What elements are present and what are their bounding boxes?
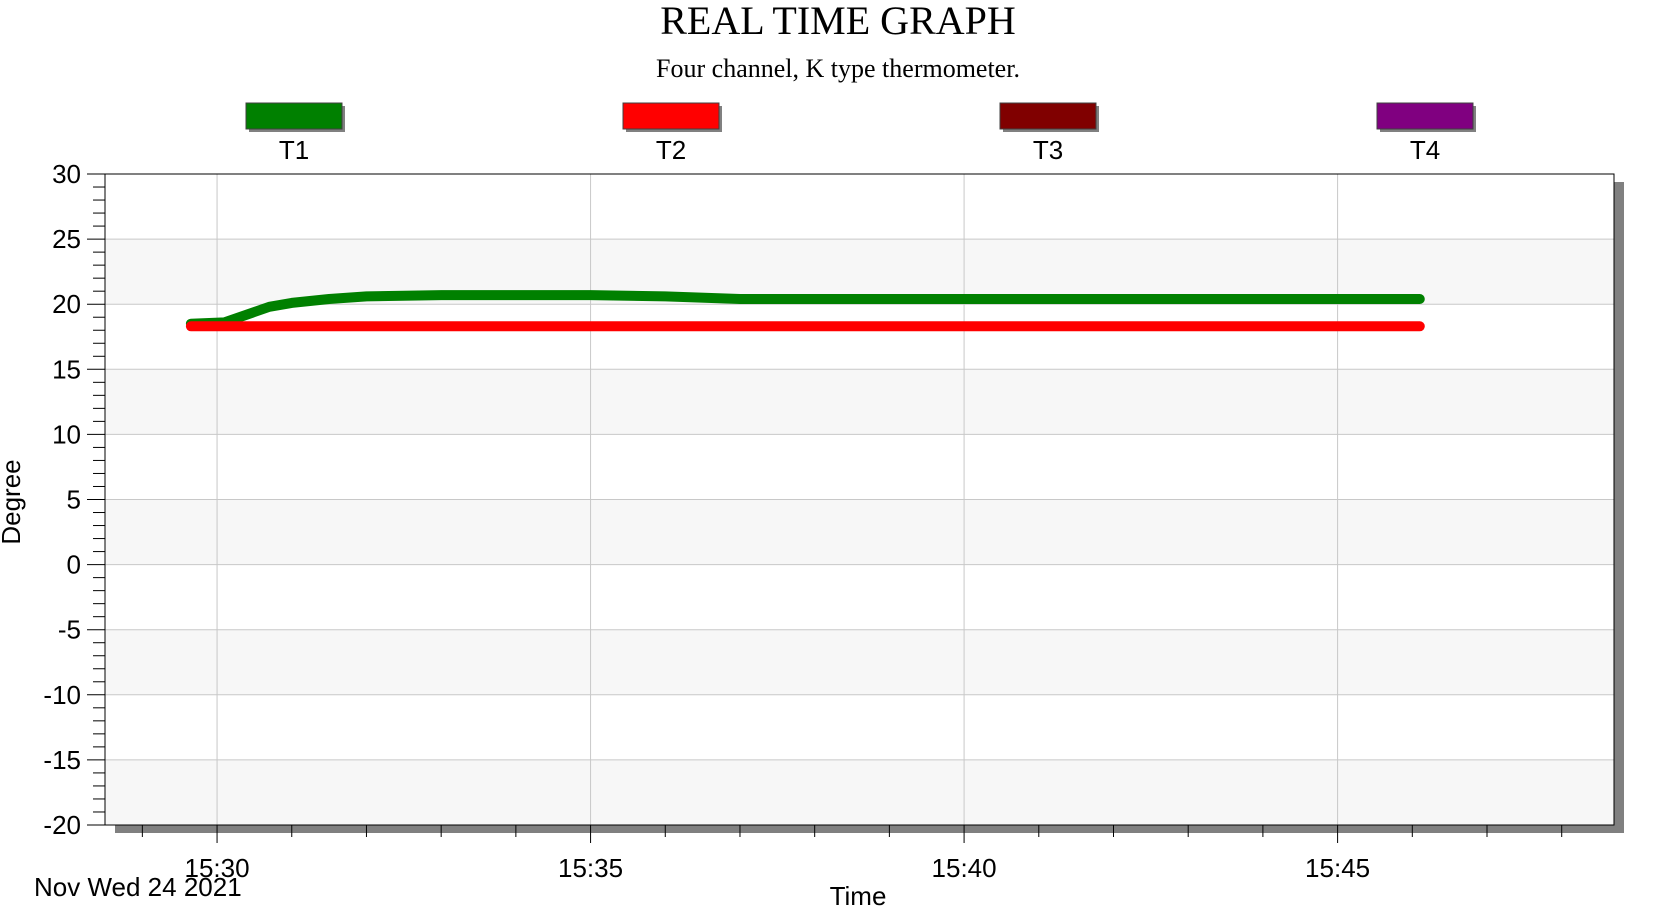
y-tick-label: 10 (52, 419, 81, 449)
y-tick-label: 0 (67, 550, 81, 580)
plot-band (105, 499, 1614, 565)
legend-swatch-t4 (1376, 102, 1474, 130)
x-tick-label: 15:40 (932, 853, 997, 883)
legend-label-t1: T1 (279, 135, 309, 165)
y-tick-label: 5 (67, 485, 81, 515)
chart-title: REAL TIME GRAPH (660, 0, 1016, 43)
x-axis-label: Time (830, 881, 887, 911)
y-tick-label: 20 (52, 289, 81, 319)
series-line-t1 (185, 290, 1425, 329)
y-axis-label: Degree (0, 459, 26, 544)
legend-label-t2: T2 (656, 135, 686, 165)
plot-band (105, 629, 1614, 695)
y-tick-label: 30 (52, 159, 81, 189)
chart-subtitle: Four channel, K type thermometer. (656, 54, 1020, 83)
x-tick-label: 15:30 (185, 853, 250, 883)
plot-band (105, 759, 1614, 825)
legend-label-t4: T4 (1410, 135, 1440, 165)
x-tick-label: 15:35 (558, 853, 623, 883)
y-tick-label: -20 (43, 810, 81, 840)
x-tick-label: 15:45 (1305, 853, 1370, 883)
legend-swatch-t3 (999, 102, 1097, 130)
y-tick-label: -10 (43, 680, 81, 710)
axes: 30 25 20 15 10 5 0 -5 -10 -15 -20 15:30 15:35 15:40 15… (43, 159, 1563, 883)
legend: T1 T2 T3 T4 (245, 102, 1476, 165)
y-tick-label: -5 (58, 615, 81, 645)
series-group (185, 290, 1425, 332)
y-tick-label: 15 (52, 354, 81, 384)
plot-band (105, 369, 1614, 435)
date-label: Nov Wed 24 2021 (34, 872, 242, 902)
legend-swatch-t2 (622, 102, 720, 130)
y-tick-label: -15 (43, 745, 81, 775)
legend-label-t3: T3 (1033, 135, 1063, 165)
y-tick-label: 25 (52, 224, 81, 254)
legend-swatch-t1 (245, 102, 343, 130)
